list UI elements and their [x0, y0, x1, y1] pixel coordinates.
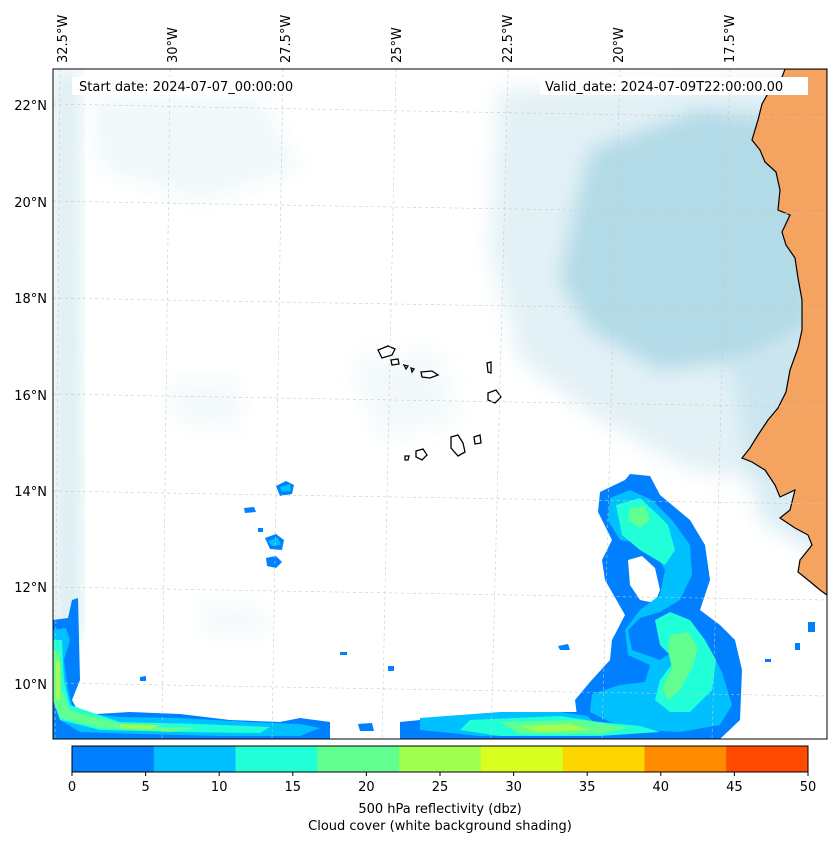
refl-gap [628, 556, 660, 603]
colorbar-swatch [726, 746, 809, 772]
colorbar-tick-label: 50 [800, 780, 817, 795]
refl-band-25-30 [56, 660, 590, 732]
map-border [52, 68, 828, 740]
colorbar-tick-label: 45 [726, 780, 743, 795]
start-date-label: Start date: 2024-07-07_00:00:00 [79, 80, 293, 95]
valid-date-label: Valid_date: 2024-07-09T22:00:00.00 [545, 80, 783, 95]
cloud-cover-shading [55, 70, 827, 640]
colorbar-tick-label: 30 [505, 780, 522, 795]
refl-band-20-25 [53, 506, 698, 734]
colorbar-swatch [235, 746, 318, 772]
colorbar-swatches [72, 746, 809, 772]
land-africa [741, 69, 827, 596]
colorbar: 0 5 10 15 20 25 30 35 40 45 50 500 hPa reflectivit… [68, 745, 816, 834]
lon-tick-label: 27.5°W [279, 15, 294, 63]
valid-date-box [540, 77, 808, 95]
latitude-labels: 22°N 20°N 18°N 16°N 14°N 12°N 10°N [14, 99, 47, 693]
lat-tick-label: 22°N [14, 99, 47, 114]
colorbar-tick-label: 10 [211, 780, 228, 795]
colorbar-swatch [317, 746, 400, 772]
colorbar-tick-label: 0 [68, 780, 76, 795]
colorbar-tick-label: 35 [579, 780, 596, 795]
colorbar-swatch [480, 746, 564, 772]
colorbar-swatch [644, 746, 727, 772]
lon-tick-label: 30°W [166, 27, 181, 63]
lat-tick-label: 12°N [14, 581, 47, 596]
lat-tick-label: 14°N [14, 485, 47, 500]
reflectivity-contours [53, 474, 815, 739]
cape-verde-islands [377, 345, 502, 461]
lon-tick-label: 20°W [612, 27, 627, 63]
colorbar-tick-label: 15 [285, 780, 302, 795]
lat-tick-label: 18°N [14, 292, 47, 307]
start-date-box [72, 77, 312, 95]
colorbar-tick-label: 40 [653, 780, 670, 795]
gridlines [53, 69, 827, 739]
colorbar-tick-label: 25 [432, 780, 449, 795]
longitude-labels: 32.5°W 30°W 27.5°W 25°W 22.5°W 20°W 17.5… [56, 15, 738, 63]
lat-tick-label: 20°N [14, 196, 47, 211]
colorbar-label-line2: Cloud cover (white background shading) [308, 819, 572, 834]
colorbar-tick-label: 5 [141, 780, 149, 795]
map-content [53, 69, 827, 739]
colorbar-swatch [562, 746, 645, 772]
lat-tick-label: 16°N [14, 389, 47, 404]
colorbar-swatch [153, 746, 237, 772]
lat-tick-label: 10°N [14, 678, 47, 693]
colorbar-ticks: 0 5 10 15 20 25 30 35 40 45 50 [68, 772, 816, 795]
colorbar-swatch [72, 746, 155, 772]
colorbar-swatch [399, 746, 482, 772]
lon-tick-label: 32.5°W [56, 15, 71, 63]
lon-tick-label: 22.5°W [501, 15, 516, 63]
colorbar-label-line1: 500 hPa reflectivity (dbz) [358, 802, 521, 817]
lon-tick-label: 25°W [390, 27, 405, 63]
lon-tick-label: 17.5°W [723, 15, 738, 63]
colorbar-tick-label: 20 [358, 780, 375, 795]
